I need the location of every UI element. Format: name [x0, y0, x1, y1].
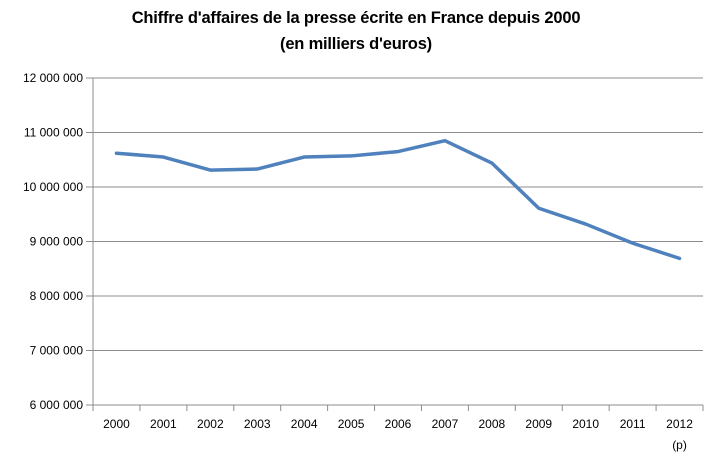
- y-axis-tick-label: 7 000 000: [30, 344, 84, 358]
- x-axis-tick-label: 2001: [150, 417, 177, 431]
- y-axis-tick-label: 8 000 000: [30, 289, 84, 303]
- y-axis-tick-label: 9 000 000: [30, 235, 84, 249]
- x-axis-tick-label: 2011: [620, 417, 646, 431]
- x-axis-tick-label: 2006: [385, 417, 412, 431]
- chart-title-line1: Chiffre d'affaires de la presse écrite e…: [131, 9, 581, 27]
- x-axis-tick-label: 2003: [244, 417, 271, 431]
- chart-title: Chiffre d'affaires de la presse écrite e…: [0, 5, 712, 57]
- y-axis-tick-label: 10 000 000: [23, 180, 83, 194]
- x-axis-tick-label: 2008: [478, 417, 505, 431]
- x-axis-tick-label: 2012: [666, 417, 693, 431]
- y-axis-tick-label: 11 000 000: [24, 126, 83, 140]
- chart-title-line2: (en milliers d'euros): [280, 35, 432, 53]
- data-line-series: [114, 138, 682, 261]
- x-axis-tick-label: 2000: [103, 417, 130, 431]
- x-axis-tick-label: 2002: [197, 417, 224, 431]
- y-axis-tick-label: 6 000 000: [30, 398, 84, 412]
- x-axis-note: (p): [672, 438, 687, 452]
- x-axis-tick-label: 2010: [572, 417, 599, 431]
- x-axis-tick-label: 2004: [291, 417, 318, 431]
- x-axis-tick-label: 2009: [525, 417, 552, 431]
- x-axis-tick-label: 2005: [338, 417, 365, 431]
- y-axis-tick-label: 12 000 000: [23, 71, 83, 85]
- x-axis-tick-label: 2007: [432, 417, 459, 431]
